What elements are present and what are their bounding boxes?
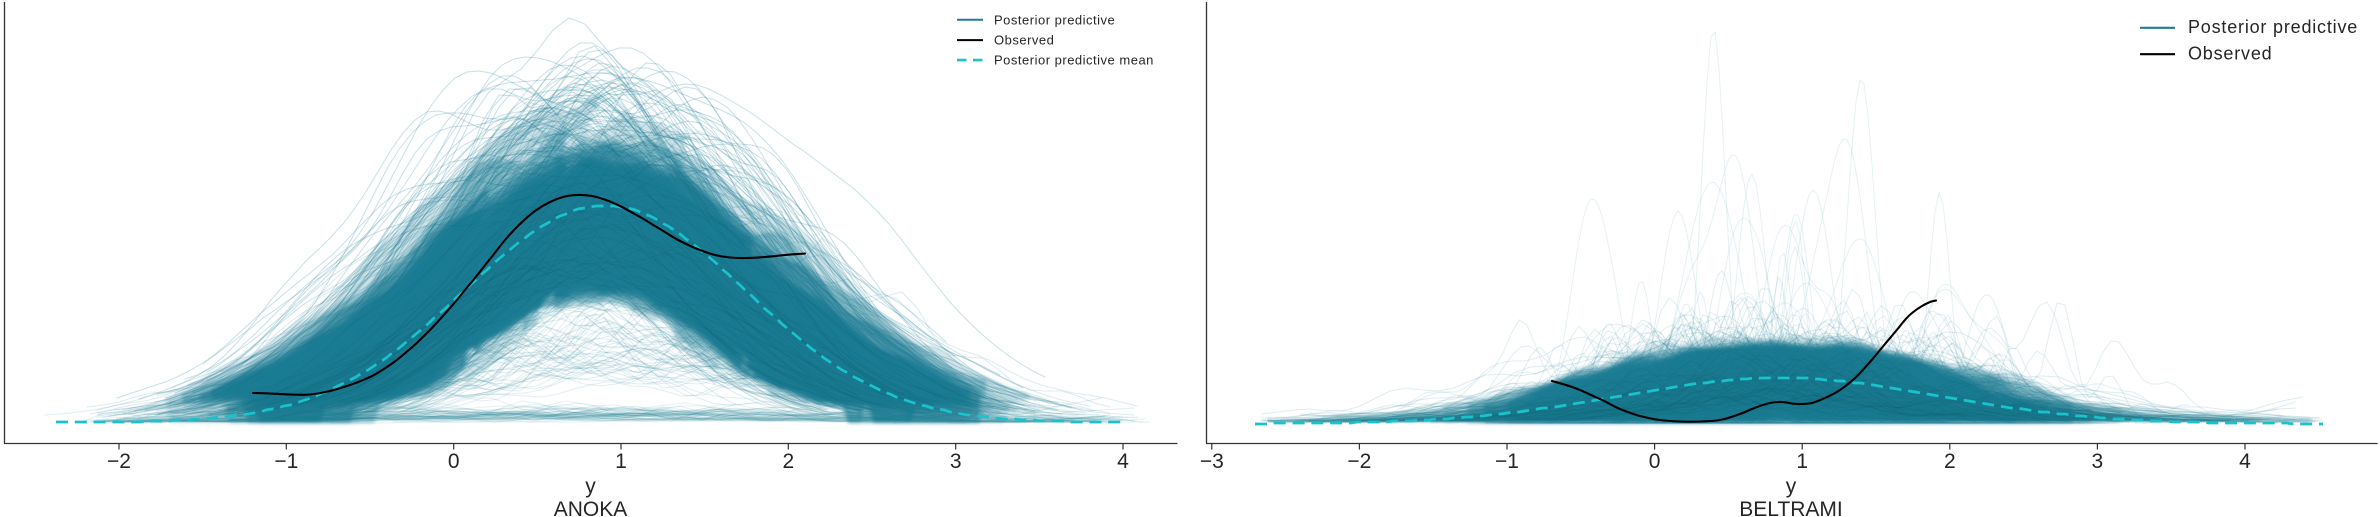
svg-text:Posterior predictive: Posterior predictive bbox=[2188, 17, 2358, 37]
svg-text:−2: −2 bbox=[107, 450, 131, 473]
svg-text:−2: −2 bbox=[1347, 450, 1371, 473]
svg-text:4: 4 bbox=[2239, 450, 2251, 473]
svg-text:BELTRAMI: BELTRAMI bbox=[1739, 498, 1842, 517]
svg-text:y: y bbox=[1786, 475, 1797, 498]
svg-text:ANOKA: ANOKA bbox=[554, 498, 628, 517]
svg-text:−1: −1 bbox=[274, 450, 298, 473]
svg-text:Observed: Observed bbox=[2188, 44, 2272, 64]
svg-text:2: 2 bbox=[1944, 450, 1956, 473]
svg-text:3: 3 bbox=[950, 450, 962, 473]
svg-text:y: y bbox=[585, 475, 596, 498]
svg-text:0: 0 bbox=[448, 450, 460, 473]
svg-text:−3: −3 bbox=[1200, 450, 1224, 473]
svg-text:Observed: Observed bbox=[994, 33, 1054, 48]
svg-text:1: 1 bbox=[1796, 450, 1808, 473]
svg-text:1: 1 bbox=[615, 450, 627, 473]
svg-text:4: 4 bbox=[1117, 450, 1129, 473]
svg-text:2: 2 bbox=[782, 450, 794, 473]
svg-text:0: 0 bbox=[1649, 450, 1661, 473]
svg-text:Posterior predictive mean: Posterior predictive mean bbox=[994, 53, 1154, 68]
svg-text:3: 3 bbox=[2092, 450, 2104, 473]
svg-text:Posterior predictive: Posterior predictive bbox=[994, 12, 1115, 27]
svg-text:−1: −1 bbox=[1495, 450, 1519, 473]
